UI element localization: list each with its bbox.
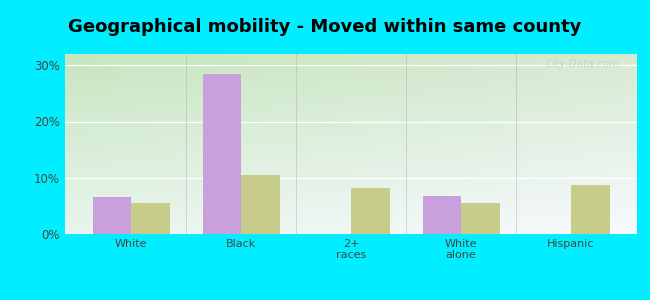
Bar xyxy=(203,74,241,234)
Bar xyxy=(351,188,389,234)
Text: City-Data.com: City-Data.com xyxy=(546,59,620,69)
Bar xyxy=(422,196,461,234)
Bar xyxy=(131,203,170,234)
Text: Geographical mobility - Moved within same county: Geographical mobility - Moved within sam… xyxy=(68,18,582,36)
Bar xyxy=(241,175,280,234)
Legend: Washingtonville, OH, Ohio: Washingtonville, OH, Ohio xyxy=(222,298,480,300)
Bar xyxy=(571,184,610,234)
Bar xyxy=(92,197,131,234)
Bar xyxy=(461,203,499,234)
